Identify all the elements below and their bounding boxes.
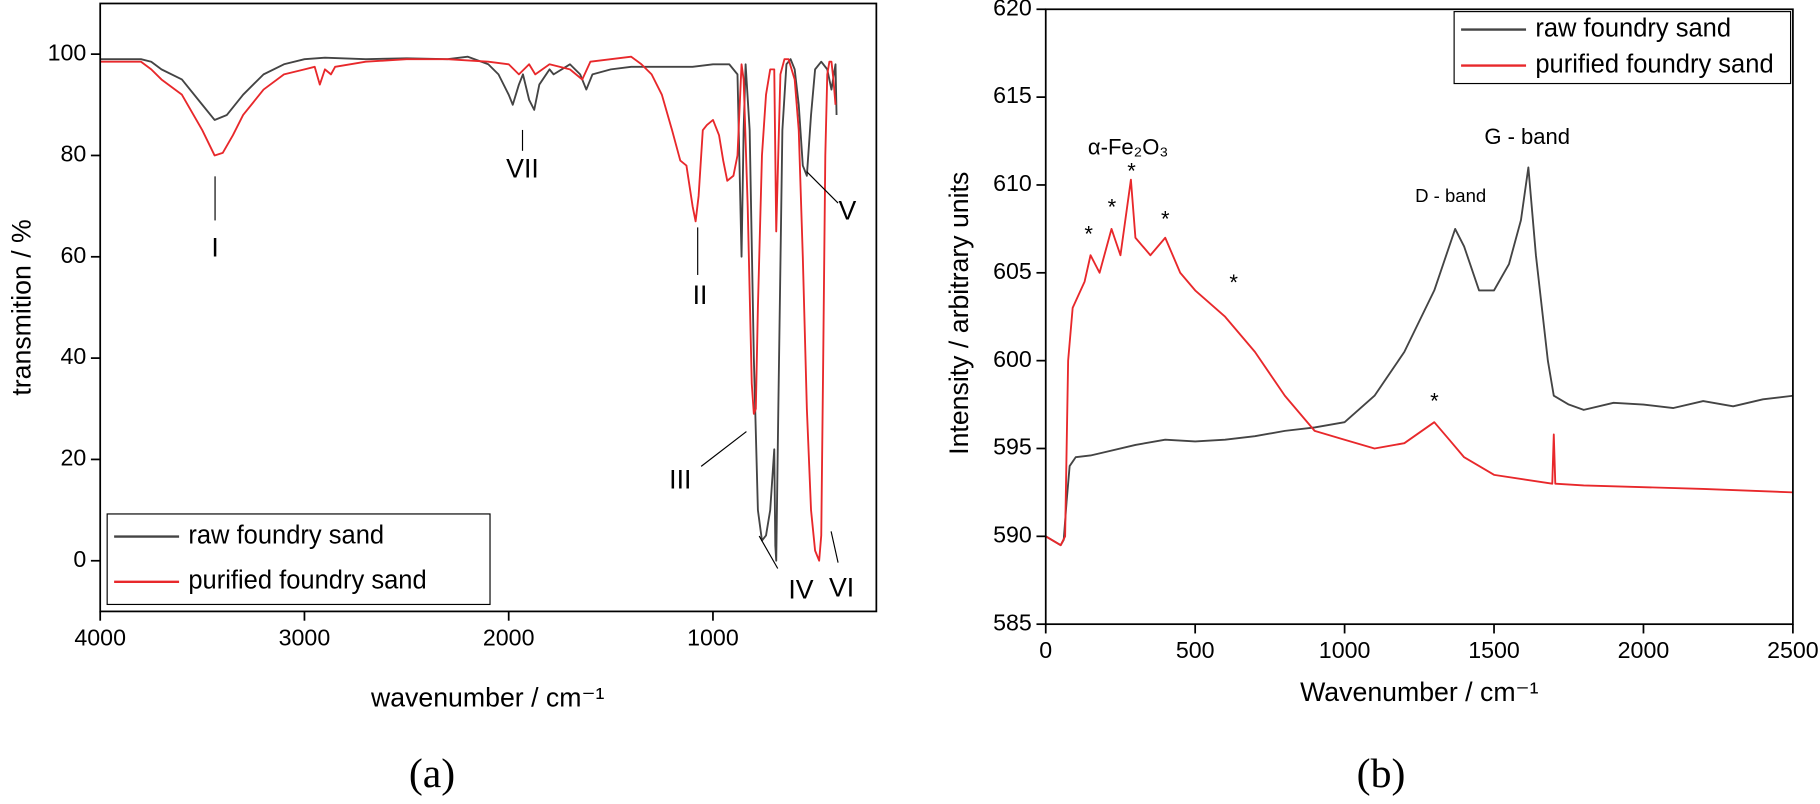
x-tick-label: 4000: [74, 624, 126, 650]
annotation-leader: [700, 431, 747, 467]
x-tick-label: 2000: [483, 624, 535, 650]
x-tick-label: 2000: [1618, 637, 1670, 663]
annotation: III: [669, 465, 691, 495]
y-tick-label: 40: [60, 343, 86, 369]
y-tick-label: 100: [48, 39, 87, 65]
annotation: IV: [788, 575, 813, 605]
x-tick-label: 1000: [687, 624, 739, 650]
y-tick-label: 80: [60, 141, 86, 167]
y-tick-label: 20: [60, 445, 86, 471]
y-tick-label: 585: [993, 609, 1032, 635]
x-tick-label: 500: [1176, 637, 1215, 663]
y-tick-label: 615: [993, 82, 1032, 108]
annotation: G - band: [1484, 124, 1570, 149]
legend-label: purified foundry sand: [188, 567, 426, 595]
annotation: *: [1084, 221, 1093, 246]
annotation: VI: [829, 572, 854, 602]
legend-box: [1453, 11, 1792, 85]
x-tick-label: 1500: [1468, 637, 1520, 663]
y-tick-label: 610: [993, 170, 1032, 196]
annotation: *: [1161, 206, 1170, 231]
x-tick-label: 3000: [279, 624, 331, 650]
y-axis-label: transmition / %: [7, 219, 37, 395]
annotation-leader: [830, 531, 839, 563]
y-tick-label: 605: [993, 258, 1032, 284]
y-tick-label: 600: [993, 346, 1032, 372]
annotation: *: [1229, 270, 1238, 295]
annotation: V: [838, 195, 856, 225]
annotation: *: [1430, 388, 1439, 413]
spectrum-line: [1045, 166, 1794, 547]
y-tick-label: 60: [60, 242, 86, 268]
annotation: *: [1108, 195, 1117, 220]
y-axis-label: Intensity / arbitrary units: [944, 172, 974, 455]
annotation: *: [1127, 159, 1136, 184]
x-axis-label: Wavenumber / cm⁻¹: [1300, 677, 1538, 707]
spectrum-line: [1045, 178, 1793, 547]
x-tick-label: 2500: [1767, 637, 1819, 663]
annotation: α-Fe₂O₃: [1088, 134, 1168, 159]
panel-caption: (a): [409, 751, 455, 797]
annotation: I: [211, 232, 218, 262]
y-tick-label: 0: [73, 546, 86, 572]
x-tick-label: 0: [1039, 637, 1052, 663]
annotation: VII: [506, 154, 539, 184]
x-axis-label: wavenumber / cm⁻¹: [370, 683, 605, 713]
annotation: D - band: [1415, 185, 1486, 206]
annotation: II: [693, 280, 708, 310]
legend-label: raw foundry sand: [188, 521, 384, 549]
plot-frame: [1044, 8, 1794, 626]
legend-label: purified foundry sand: [1535, 50, 1773, 78]
legend-box: [106, 513, 491, 606]
y-tick-label: 590: [993, 521, 1032, 547]
y-tick-label: 620: [993, 0, 1032, 20]
panel-caption: (b): [1357, 751, 1406, 797]
plot-frame: [99, 2, 878, 613]
x-tick-label: 1000: [1319, 637, 1371, 663]
legend-label: raw foundry sand: [1535, 14, 1731, 42]
y-tick-label: 595: [993, 434, 1032, 460]
spectrum-line: [100, 55, 837, 562]
annotation-leader: [758, 535, 779, 569]
annotation-leader: [806, 171, 839, 204]
spectrum-line: [100, 55, 838, 562]
